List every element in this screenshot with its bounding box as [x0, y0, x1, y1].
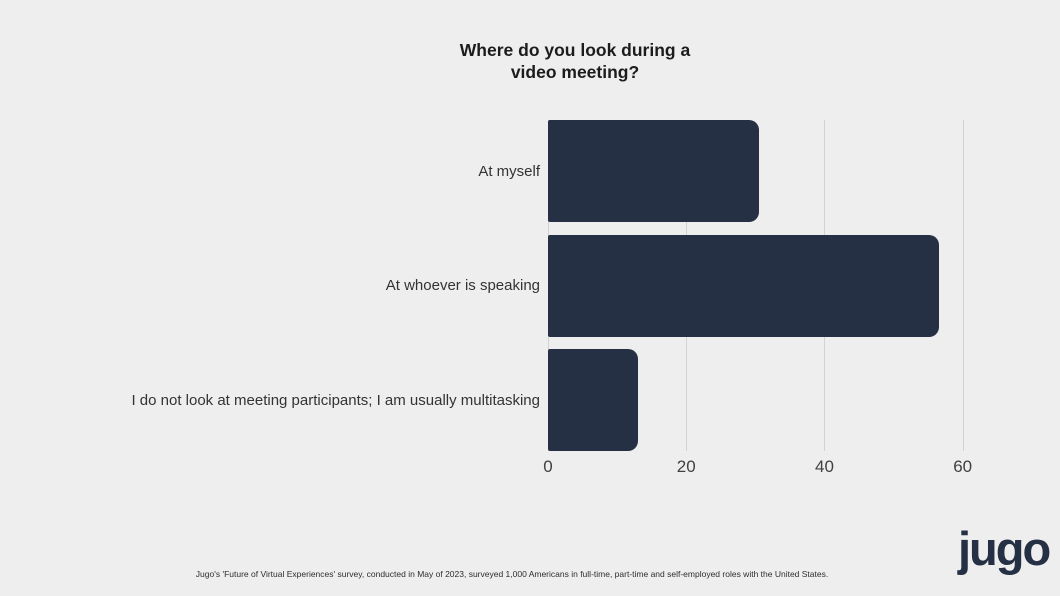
chart-title: Where do you look during a video meeting… [460, 39, 690, 83]
x-tick-label: 20 [676, 457, 696, 476]
gridline-x-60 [962, 120, 964, 451]
x-tick-label: 60 [953, 457, 973, 476]
x-tick-label: 40 [814, 457, 834, 476]
chart-title-line-1: Where do you look during a [459, 40, 691, 60]
x-tick-label: 0 [543, 457, 553, 476]
source-note: Jugo's 'Future of Virtual Experiences' s… [195, 569, 829, 579]
category-label: At whoever is speaking [385, 277, 540, 294]
chart-bar [548, 120, 759, 222]
category-label: I do not look at meeting participants; I… [131, 391, 540, 409]
chart-bar [548, 349, 638, 451]
chart-title-line-2: video meeting? [510, 62, 640, 82]
category-label: At myself [478, 162, 540, 180]
jugo-logo: jugo [958, 522, 1051, 575]
chart-bar [548, 234, 939, 337]
